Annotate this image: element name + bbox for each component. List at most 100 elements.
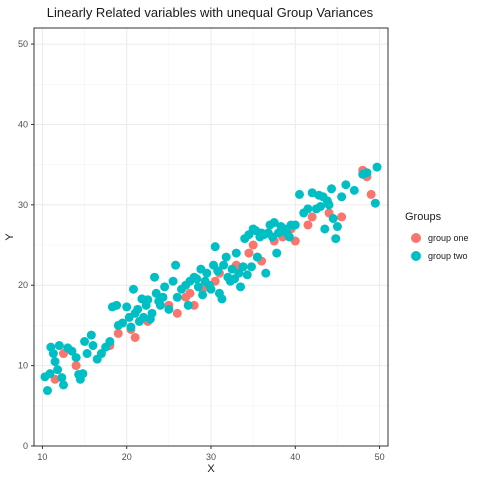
legend-title: Groups xyxy=(405,211,442,223)
y-tick-label: 40 xyxy=(18,119,28,129)
point-group-two xyxy=(327,184,337,194)
point-group-two xyxy=(320,224,330,234)
x-tick-label: 40 xyxy=(290,452,300,462)
point-group-two xyxy=(328,214,338,224)
point-group-two xyxy=(150,272,160,282)
y-tick-label: 20 xyxy=(18,280,28,290)
point-group-two xyxy=(332,222,342,232)
y-tick-label: 30 xyxy=(18,200,28,210)
x-axis-title: X xyxy=(207,463,215,475)
point-group-two xyxy=(112,300,122,310)
y-axis-ticks: 0 10 20 30 40 50 xyxy=(18,39,34,451)
y-tick-label: 50 xyxy=(18,39,28,49)
point-group-two xyxy=(53,365,63,375)
x-tick-label: 50 xyxy=(375,452,385,462)
point-group-one xyxy=(303,220,313,230)
point-group-two xyxy=(45,369,55,379)
point-group-two xyxy=(155,300,165,310)
point-group-two xyxy=(231,248,241,258)
x-tick-label: 10 xyxy=(37,452,47,462)
point-group-two xyxy=(59,380,68,390)
point-group-two xyxy=(370,198,380,208)
point-group-two xyxy=(168,276,178,286)
legend-marker-group-two xyxy=(411,251,421,261)
point-group-two xyxy=(143,295,153,305)
point-group-two xyxy=(80,337,90,346)
point-group-two xyxy=(192,274,202,284)
chart-title: Linearly Related variables with unequal … xyxy=(47,5,374,20)
point-group-two xyxy=(50,357,60,367)
point-group-two xyxy=(171,260,181,270)
point-group-two xyxy=(151,288,161,298)
point-group-two xyxy=(164,304,174,314)
point-group-two xyxy=(242,270,252,280)
point-group-two xyxy=(193,282,203,292)
point-group-two xyxy=(210,242,220,252)
point-group-two xyxy=(362,168,372,178)
point-group-one xyxy=(113,328,123,338)
point-group-two xyxy=(86,330,96,340)
point-group-two xyxy=(67,346,77,356)
y-tick-label: 10 xyxy=(18,361,28,371)
point-group-two xyxy=(96,349,106,359)
point-group-two xyxy=(78,369,88,379)
point-group-two xyxy=(236,282,245,292)
point-group-two xyxy=(331,234,341,244)
point-group-two xyxy=(202,268,212,278)
point-group-two xyxy=(246,262,256,272)
point-group-two xyxy=(372,162,382,172)
y-tick-label: 0 xyxy=(23,441,28,451)
point-group-one xyxy=(366,189,376,199)
point-group-two xyxy=(219,260,229,270)
point-group-two xyxy=(122,302,132,312)
point-group-two xyxy=(303,204,313,214)
point-group-two xyxy=(183,300,193,310)
x-tick-label: 20 xyxy=(122,452,132,462)
point-group-two xyxy=(172,292,182,302)
point-group-two xyxy=(82,349,92,359)
point-group-two xyxy=(284,232,294,242)
point-group-two xyxy=(48,349,58,359)
point-group-two xyxy=(324,200,334,210)
point-group-two xyxy=(295,189,304,199)
point-group-two xyxy=(160,282,170,292)
point-group-two xyxy=(105,337,115,346)
point-group-two xyxy=(126,322,136,332)
point-group-one xyxy=(244,248,254,258)
point-group-two xyxy=(71,353,81,363)
point-group-two xyxy=(272,248,282,258)
legend: Groups group one group two xyxy=(405,211,469,261)
point-group-two xyxy=(158,292,168,302)
point-group-two xyxy=(213,266,223,276)
point-group-one xyxy=(185,288,195,298)
point-group-two xyxy=(118,318,127,328)
legend-label-group-two: group two xyxy=(428,251,468,261)
y-axis-title: Y xyxy=(4,233,16,241)
x-tick-label: 30 xyxy=(206,452,216,462)
point-group-two xyxy=(42,386,52,396)
point-group-one xyxy=(337,212,347,222)
point-group-two xyxy=(238,262,248,272)
point-group-two xyxy=(227,264,237,274)
point-group-two xyxy=(337,192,347,202)
point-group-two xyxy=(57,373,67,383)
point-group-two xyxy=(234,268,244,278)
legend-label-group-one: group one xyxy=(428,233,469,243)
point-group-two xyxy=(147,308,157,318)
point-group-two xyxy=(198,290,208,300)
point-group-two xyxy=(341,180,351,190)
point-group-two xyxy=(54,341,64,351)
point-group-two xyxy=(290,220,300,230)
point-group-two xyxy=(133,304,143,314)
point-group-two xyxy=(349,185,359,195)
point-group-one xyxy=(172,308,182,318)
legend-marker-group-one xyxy=(411,233,421,243)
point-group-two xyxy=(206,284,216,294)
point-group-two xyxy=(128,284,138,294)
point-group-two xyxy=(217,294,227,304)
point-group-two xyxy=(139,312,149,322)
point-group-two xyxy=(252,252,262,262)
point-group-one xyxy=(307,212,317,222)
